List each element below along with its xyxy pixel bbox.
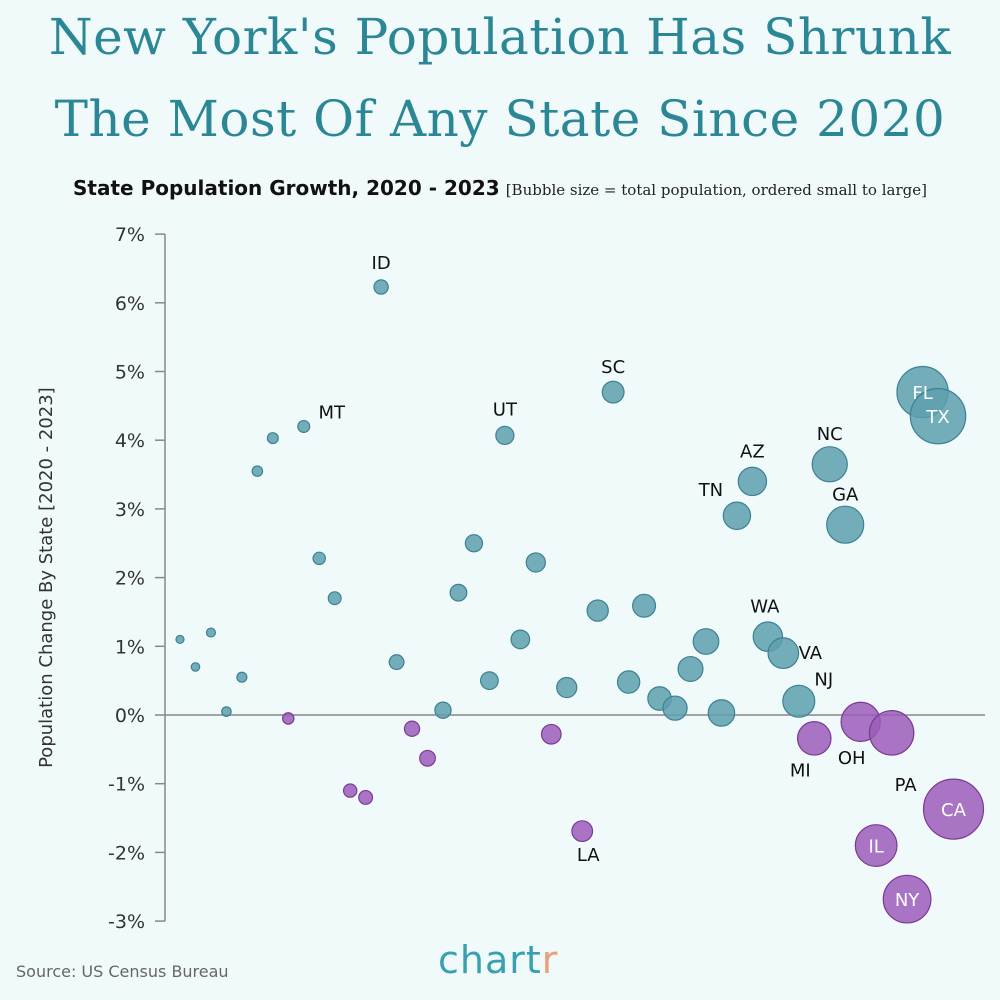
bubble — [616, 670, 641, 694]
bubble-id — [373, 279, 389, 295]
y-tick-label: -1% — [108, 774, 145, 796]
bubble-ut — [495, 425, 515, 446]
bubble-ga — [826, 505, 865, 544]
chart-subtitle: State Population Growth, 2020 - 2023 [Bu… — [0, 176, 1000, 200]
bubble — [525, 552, 546, 573]
y-axis-label: Population Change By State [2020 - 2023] — [36, 387, 57, 768]
y-tick-label: 3% — [115, 499, 145, 521]
subtitle-main: State Population Growth, 2020 - 2023 — [73, 176, 500, 200]
bubble-la — [571, 820, 594, 843]
bubble — [175, 634, 185, 645]
point-label-pa: PA — [895, 775, 918, 796]
point-label-nc: NC — [817, 424, 843, 445]
point-label-nj: NJ — [814, 669, 833, 690]
point-label-wa: WA — [750, 597, 780, 618]
point-label-tn: TN — [698, 480, 723, 501]
bubble — [403, 720, 421, 737]
bubble — [434, 701, 452, 719]
bubble — [221, 706, 232, 717]
point-label-va: VA — [799, 643, 823, 664]
bubble-ca — [922, 778, 985, 840]
bubble — [692, 628, 720, 655]
point-label-sc: SC — [601, 357, 625, 378]
bubble — [282, 712, 295, 725]
bubble — [586, 599, 609, 622]
chartr-logo: chartr — [438, 938, 558, 982]
bubble — [342, 783, 358, 798]
y-tick-label: 4% — [115, 430, 145, 452]
y-tick-label: 1% — [115, 636, 145, 658]
bubble — [662, 695, 688, 721]
bubble — [510, 629, 531, 650]
point-label-mi: MI — [790, 760, 811, 781]
y-tick-label: 0% — [115, 705, 145, 727]
bubble — [540, 723, 562, 745]
bubble — [251, 465, 264, 477]
bubble-tx — [909, 387, 967, 445]
bubble — [479, 671, 499, 691]
point-label-mt: MT — [318, 402, 346, 423]
source-note: Source: US Census Bureau — [16, 962, 229, 981]
subtitle-note: [Bubble size = total population, ordered… — [505, 181, 927, 199]
y-tick-label: 2% — [115, 568, 145, 590]
bubble-il — [854, 824, 898, 867]
bubble-sc — [601, 380, 625, 404]
bubble-ny — [882, 874, 932, 924]
point-label-il: IL — [868, 837, 883, 858]
point-label-id: ID — [372, 253, 391, 274]
point-label-ga: GA — [832, 485, 859, 506]
logo-text: chart — [438, 938, 542, 982]
y-tick-label: 5% — [115, 362, 145, 384]
bubble — [388, 654, 405, 671]
bubble-mi — [796, 721, 832, 756]
y-tick-label: 6% — [115, 293, 145, 315]
bubble — [266, 432, 279, 445]
point-label-oh: OH — [838, 748, 866, 769]
bubble — [190, 662, 201, 672]
y-tick-label: -2% — [108, 842, 145, 864]
bubble-az — [737, 466, 768, 497]
logo-accent: r — [541, 938, 559, 982]
point-label-ny: NY — [895, 890, 920, 911]
y-tick-label: 7% — [115, 224, 145, 246]
bubble — [327, 591, 342, 606]
bubble — [236, 671, 248, 683]
bubble — [449, 583, 468, 602]
bubble-va — [767, 637, 800, 670]
bubble — [632, 593, 657, 618]
bubble — [312, 551, 326, 566]
bubble-pa — [868, 710, 915, 756]
point-label-tx: TX — [925, 407, 949, 428]
y-tick-label: -3% — [108, 911, 145, 933]
bubble-nc — [811, 446, 848, 483]
bubble — [707, 699, 736, 727]
bubble — [464, 534, 484, 553]
point-label-ut: UT — [493, 399, 518, 420]
bubble — [677, 655, 704, 682]
chart-title-line-1: New York's Population Has Shrunk — [48, 8, 952, 66]
bubble-nj — [782, 684, 816, 718]
bubble-mt — [297, 419, 311, 433]
bubble — [556, 676, 578, 699]
bubble-tn — [722, 501, 752, 531]
chart-title-line-2: The Most Of Any State Since 2020 — [54, 90, 946, 148]
point-label-la: LA — [577, 845, 600, 866]
bubble — [419, 749, 436, 767]
point-label-ca: CA — [941, 800, 967, 821]
point-label-fl: FL — [912, 383, 932, 404]
bubble — [358, 789, 374, 805]
bubble — [205, 627, 217, 638]
point-label-az: AZ — [740, 441, 765, 462]
